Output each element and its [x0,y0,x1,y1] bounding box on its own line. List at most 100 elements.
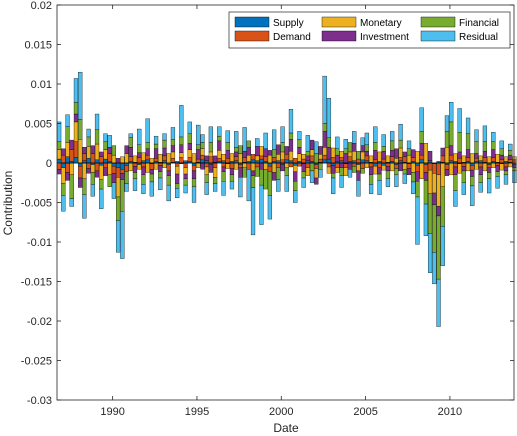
bar-segment-investment [444,169,450,176]
bar-segment-demand [259,155,264,160]
bar-segment-investment [82,147,87,154]
bar-segment-monetary [120,156,125,164]
bar-segment-monetary [301,154,306,160]
bar-segment-financial [474,141,479,154]
bar-segment-residual [272,129,277,150]
bar-segment-monetary [419,162,424,179]
bar-segment-demand [86,162,91,169]
bar-segment-demand [352,162,357,167]
bar-segment-demand [107,153,112,162]
bar-segment-financial [331,173,336,179]
bar-segment-financial [175,183,180,189]
bar-segment-demand [128,156,133,162]
legend-label-residual: Residual [459,32,498,43]
bar-segment-investment [234,151,239,157]
bar-segment-monetary [250,162,256,172]
bar-segment-residual [162,133,167,141]
bar-segment-demand [246,162,251,170]
bar-segment-financial [360,168,365,174]
bar-segment-residual [187,121,192,134]
bar-segment-financial [415,180,420,198]
bar-segment-financial [238,145,243,154]
bar-segment-financial [61,183,66,196]
bar-segment-financial [444,131,450,148]
bar-segment-residual [360,137,365,146]
bar-segment-residual [347,169,353,178]
bar-segment-residual [107,135,112,148]
bar-segment-monetary [212,167,218,178]
bar-segment-financial [461,170,466,183]
bar-segment-demand [56,162,62,170]
bar-segment-residual [377,180,382,195]
bar-segment-monetary [204,166,209,176]
bar-segment-financial [128,137,133,148]
bar-segment-monetary [276,154,281,161]
bar-segment-residual [368,184,374,194]
bar-segment-demand [238,164,243,168]
bar-segment-demand [339,157,344,161]
bar-segment-monetary [499,163,504,171]
bar-segment-investment [503,166,509,172]
bar-segment-demand [385,162,391,167]
bar-segment-monetary [335,167,340,173]
bar-segment-residual [305,135,310,152]
bar-segment-demand [137,157,142,164]
bar-segment-demand [272,157,277,162]
bar-segment-residual [78,71,83,120]
bar-segment-residual [111,182,117,199]
bar-segment-investment [398,162,403,172]
bar-segment-investment [208,164,213,173]
bar-segment-residual [116,220,121,253]
bar-segment-demand [347,156,353,162]
y-tick-label: -0.01 [27,237,52,249]
bar-segment-supply [120,162,125,170]
bar-segment-investment [217,140,222,151]
bar-segment-demand [326,162,332,168]
bar-segment-demand [512,159,517,164]
bar-segment-residual [474,129,479,142]
bar-segment-financial [267,171,273,196]
bar-segment-investment [318,146,323,155]
bar-segment-residual [335,136,340,149]
bar-segment-supply [267,162,273,167]
bar-segment-monetary [128,162,133,172]
bar-segment-residual [141,184,146,194]
bar-segment-demand [449,154,454,161]
bar-segment-investment [381,150,386,160]
bar-segment-residual [419,107,424,132]
bar-segment-residual [196,124,201,146]
bar-segment-monetary [402,162,407,170]
bar-segment-demand [166,164,171,172]
bar-segment-financial [170,139,176,146]
bar-segment-investment [309,139,315,150]
bar-segment-demand [217,158,222,162]
bar-segment-financial [99,179,104,190]
bar-segment-demand [364,155,369,161]
bar-segment-demand [491,157,496,162]
bar-segment-residual [503,174,509,185]
bar-segment-demand [124,165,129,172]
bar-segment-financial [259,169,264,186]
bar-segment-investment [487,167,492,173]
bar-segment-demand [470,165,475,171]
bar-segment-monetary [94,143,100,161]
bar-segment-demand [191,165,197,172]
bar-segment-residual [242,127,247,152]
bar-segment-monetary [170,151,176,159]
bar-segment-monetary [65,142,70,157]
bar-segment-monetary [183,167,188,175]
bar-segment-monetary [390,162,395,172]
bar-segment-supply [116,162,121,168]
bar-segment-demand [280,159,285,164]
bar-segment-residual [132,178,138,191]
legend-label-monetary: Monetary [360,18,402,29]
bar-segment-residual [56,121,62,142]
bar-segment-supply [360,159,365,164]
bar-segment-monetary [56,149,62,160]
bar-segment-demand [242,157,247,163]
bar-segment-demand [343,163,348,168]
bar-segment-residual [482,125,488,142]
bar-segment-monetary [331,147,336,158]
bar-segment-residual [398,124,403,141]
